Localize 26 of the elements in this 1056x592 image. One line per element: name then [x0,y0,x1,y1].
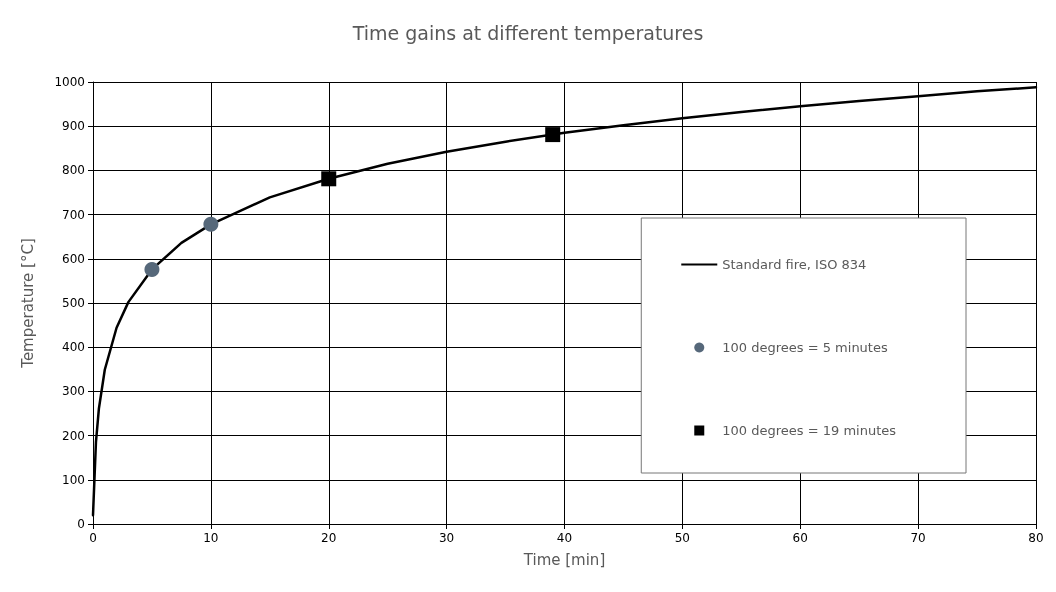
y-tick-label: 900 [62,119,85,134]
y-tick-label: 400 [62,340,85,355]
x-tick-label: 80 [1028,531,1044,545]
y-tick-label: 200 [62,428,85,443]
y-tick-label: 0 [77,517,85,531]
x-tick-label: 60 [792,531,808,545]
y-tick-label: 300 [62,384,85,399]
x-tick-label: 50 [674,531,691,545]
legend-label: 100 degrees = 5 minutes [722,340,888,355]
x-tick-label: 30 [438,531,455,545]
x-tick-label: 10 [203,531,219,545]
y-tick-label: 500 [62,296,85,310]
chart-title: Time gains at different temperatures [351,21,704,44]
legend-label: 100 degrees = 19 minutes [722,423,897,438]
y-axis-title: Temperature [°C] [18,238,37,369]
x-axis-title: Time [min] [522,550,606,569]
y-tick-label: 1000 [54,75,85,89]
y-tick-label: 100 [62,472,85,487]
x-tick-label: 0 [89,531,97,545]
x-tick-label: 70 [910,531,926,545]
y-tick-label: 700 [62,207,85,222]
y-tick-label: 800 [62,163,85,178]
x-tick-label: 20 [321,531,337,545]
y-tick-label: 600 [62,251,85,266]
x-tick-label: 40 [556,531,573,545]
legend-label: Standard fire, ISO 834 [722,257,867,272]
